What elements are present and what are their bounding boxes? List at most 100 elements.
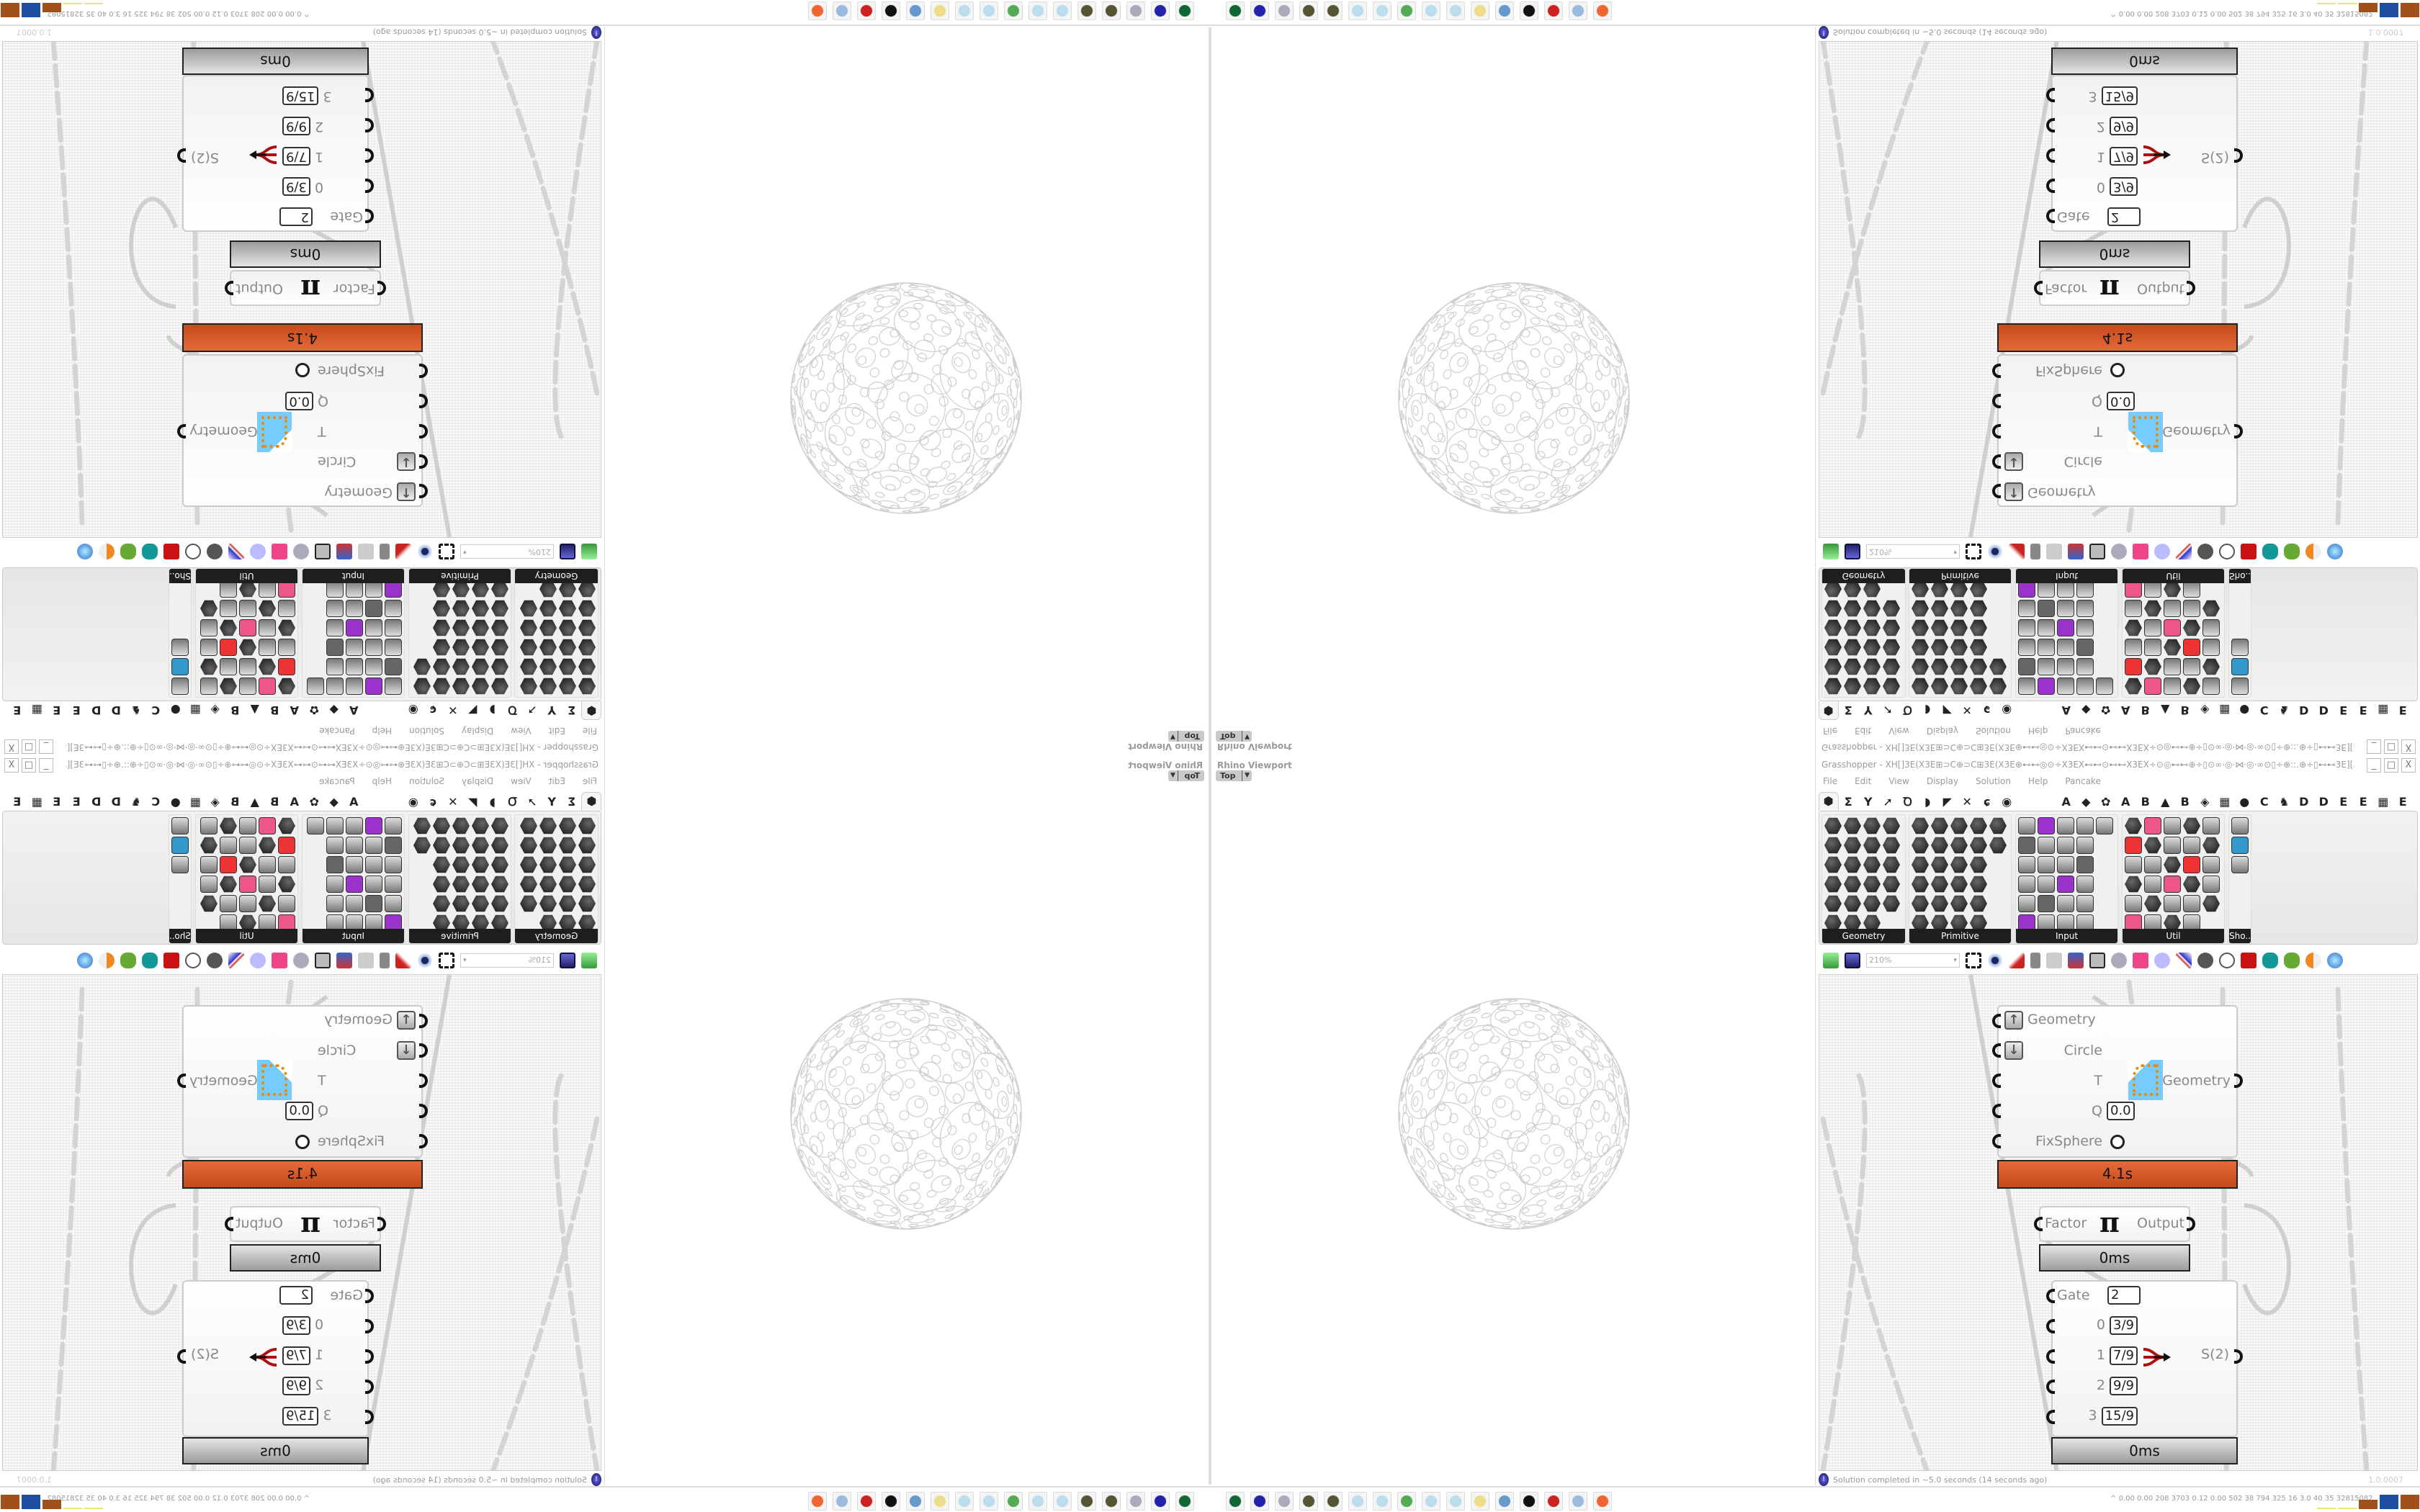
component-icon[interactable]	[2125, 619, 2142, 636]
component-icon[interactable]	[1931, 658, 1948, 675]
kangaroo-solver-component[interactable]: ↑ Geometry ↓ Circle T Q 0.0 FixSphere Ge…	[1992, 1005, 2243, 1158]
stream-value[interactable]: 9/9	[2110, 117, 2138, 135]
component-icon[interactable]	[346, 600, 363, 617]
maximize-button[interactable]: □	[22, 758, 36, 773]
component-icon[interactable]	[346, 639, 363, 656]
component-icon[interactable]	[1912, 600, 1929, 617]
component-icon[interactable]	[559, 639, 576, 656]
component-icon[interactable]	[1950, 678, 1968, 695]
minimize-button[interactable]: _	[39, 739, 53, 754]
lightbulb-icon[interactable]	[2154, 953, 2170, 968]
component-icon[interactable]	[1912, 837, 1929, 854]
component-icon[interactable]	[1824, 619, 1842, 636]
stream-value[interactable]: 9/9	[2110, 1377, 2138, 1395]
component-icon[interactable]	[259, 856, 276, 873]
shading-icon[interactable]	[2305, 953, 2321, 968]
maximize-button[interactable]: □	[2384, 758, 2398, 773]
stream-value[interactable]: 7/9	[282, 1346, 310, 1365]
input-grip[interactable]	[1992, 1074, 2001, 1088]
ribbon-group-label[interactable]: Sho...	[2229, 569, 2254, 583]
component-tab[interactable]: A	[349, 703, 359, 718]
component-icon[interactable]	[2125, 876, 2142, 893]
component-icon[interactable]	[2038, 639, 2055, 656]
component-icon[interactable]	[1950, 817, 1968, 834]
component-icon[interactable]	[239, 678, 256, 695]
component-icon[interactable]	[2202, 817, 2220, 834]
component-icon[interactable]	[385, 856, 402, 873]
component-icon[interactable]	[2038, 678, 2055, 695]
component-icon[interactable]	[2076, 658, 2094, 675]
component-icon[interactable]	[520, 658, 537, 675]
input-grip[interactable]	[1992, 1043, 2001, 1058]
component-icon[interactable]	[491, 876, 508, 893]
grasshopper-canvas[interactable]: ↑ Geometry ↓ Circle T Q 0.0 FixSphere Ge…	[1819, 974, 2418, 1471]
component-tab[interactable]: ✕	[448, 703, 458, 718]
kangaroo-solver-component[interactable]: ↑ Geometry ↓ Circle T Q 0.0 FixSphere Ge…	[177, 1005, 428, 1158]
cat-icon[interactable]	[1520, 1492, 1538, 1511]
component-icon[interactable]	[491, 600, 508, 617]
component-icon[interactable]	[220, 658, 237, 675]
floppy-64-icon[interactable]	[1250, 1, 1269, 20]
component-icon[interactable]	[220, 678, 237, 695]
save-icon[interactable]	[560, 953, 575, 968]
component-icon[interactable]	[239, 876, 256, 893]
component-icon[interactable]	[1883, 876, 1900, 893]
component-icon[interactable]	[452, 837, 470, 854]
firefox-icon[interactable]	[808, 1, 827, 20]
component-icon[interactable]	[2057, 895, 2074, 912]
component-icon[interactable]	[2057, 856, 2074, 873]
view-dropdown[interactable]: Top ▼	[1168, 731, 1204, 742]
component-icon[interactable]	[1950, 619, 1968, 636]
shaded-icon[interactable]	[2241, 953, 2257, 968]
menu-edit[interactable]: Edit	[548, 726, 565, 736]
component-tab[interactable]: ▦	[31, 703, 42, 718]
menu-file[interactable]: File	[582, 726, 597, 736]
monitor-icon[interactable]	[1397, 1, 1416, 20]
close-button[interactable]: X	[2401, 739, 2416, 754]
component-tab[interactable]: ◈	[2200, 794, 2210, 809]
component-icon[interactable]	[413, 658, 431, 675]
component-tab[interactable]: ◗	[1924, 794, 1931, 809]
component-icon[interactable]	[578, 856, 596, 873]
component-icon[interactable]	[2018, 817, 2035, 834]
red-app-icon[interactable]	[857, 1492, 876, 1511]
component-tab[interactable]: ✕	[1962, 794, 1972, 809]
pi-component[interactable]: Factor π Output	[2034, 1206, 2195, 1242]
wires-icon[interactable]	[2176, 953, 2192, 968]
search-icon[interactable]	[293, 953, 309, 968]
component-icon[interactable]	[200, 600, 218, 617]
component-icon[interactable]	[278, 895, 295, 912]
component-icon[interactable]	[326, 678, 344, 695]
notepad-icon[interactable]	[1028, 1492, 1047, 1511]
component-icon[interactable]	[385, 837, 402, 854]
component-icon[interactable]	[200, 658, 218, 675]
image-icon[interactable]	[2089, 544, 2105, 559]
component-icon[interactable]	[1863, 817, 1881, 834]
component-tab[interactable]: ⬢	[581, 701, 601, 720]
firefox-icon[interactable]	[808, 1492, 827, 1511]
component-tab[interactable]: A	[349, 794, 359, 809]
component-icon[interactable]	[472, 876, 489, 893]
menu-file[interactable]: File	[582, 776, 597, 786]
component-tab[interactable]: ⬢	[1819, 701, 1839, 720]
component-tab[interactable]: ●	[170, 794, 181, 809]
component-icon[interactable]	[1844, 895, 1861, 912]
email-icon[interactable]	[358, 953, 374, 968]
component-icon[interactable]	[2057, 876, 2074, 893]
component-icon[interactable]	[385, 600, 402, 617]
component-icon[interactable]	[2144, 856, 2161, 873]
component-icon[interactable]	[1863, 856, 1881, 873]
gha-icon[interactable]	[336, 544, 352, 559]
component-icon[interactable]	[171, 837, 189, 854]
component-tab[interactable]: ▦	[189, 703, 201, 718]
component-tab[interactable]: B	[2180, 794, 2190, 809]
component-icon[interactable]	[278, 639, 295, 656]
component-icon[interactable]	[491, 658, 508, 675]
notepad-icon[interactable]	[980, 1, 998, 20]
component-icon[interactable]	[452, 856, 470, 873]
floppy-64-icon[interactable]	[1151, 1, 1170, 20]
calculator-icon[interactable]	[833, 1, 851, 20]
component-tab[interactable]: ➚	[1883, 794, 1893, 809]
gha-icon[interactable]	[2068, 953, 2084, 968]
wires-icon[interactable]	[228, 544, 244, 559]
